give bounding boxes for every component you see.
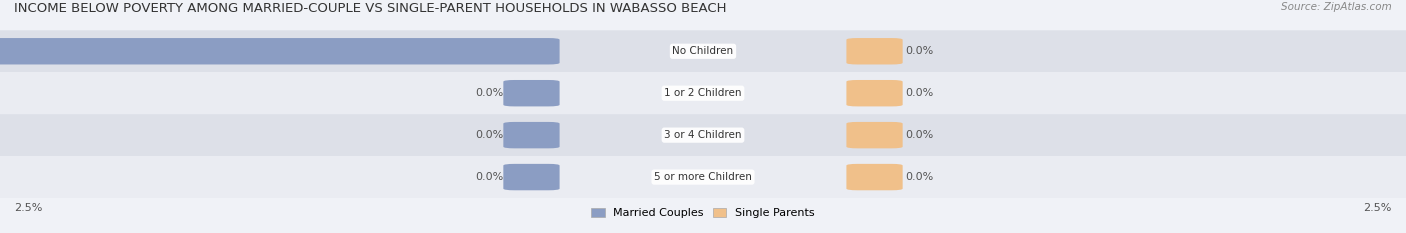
- FancyBboxPatch shape: [846, 38, 903, 65]
- FancyBboxPatch shape: [846, 164, 903, 190]
- Text: No Children: No Children: [672, 46, 734, 56]
- FancyBboxPatch shape: [503, 122, 560, 148]
- Text: INCOME BELOW POVERTY AMONG MARRIED-COUPLE VS SINGLE-PARENT HOUSEHOLDS IN WABASSO: INCOME BELOW POVERTY AMONG MARRIED-COUPL…: [14, 2, 727, 15]
- FancyBboxPatch shape: [846, 122, 903, 148]
- FancyBboxPatch shape: [846, 80, 903, 106]
- Legend: Married Couples, Single Parents: Married Couples, Single Parents: [586, 204, 820, 223]
- FancyBboxPatch shape: [0, 38, 560, 65]
- FancyBboxPatch shape: [503, 164, 560, 190]
- Text: 0.0%: 0.0%: [905, 130, 934, 140]
- Text: 0.0%: 0.0%: [475, 130, 503, 140]
- Text: 3 or 4 Children: 3 or 4 Children: [664, 130, 742, 140]
- FancyBboxPatch shape: [0, 30, 1406, 72]
- Text: 0.0%: 0.0%: [475, 172, 503, 182]
- Text: 2.5%: 2.5%: [1364, 203, 1392, 213]
- FancyBboxPatch shape: [0, 114, 1406, 156]
- Text: 1 or 2 Children: 1 or 2 Children: [664, 88, 742, 98]
- Text: 0.0%: 0.0%: [475, 88, 503, 98]
- FancyBboxPatch shape: [503, 80, 560, 106]
- FancyBboxPatch shape: [0, 156, 1406, 198]
- Text: 0.0%: 0.0%: [905, 46, 934, 56]
- Text: 0.0%: 0.0%: [905, 172, 934, 182]
- Text: 0.0%: 0.0%: [905, 88, 934, 98]
- FancyBboxPatch shape: [0, 72, 1406, 114]
- Text: Source: ZipAtlas.com: Source: ZipAtlas.com: [1281, 2, 1392, 12]
- Text: 2.5%: 2.5%: [14, 203, 42, 213]
- Text: 5 or more Children: 5 or more Children: [654, 172, 752, 182]
